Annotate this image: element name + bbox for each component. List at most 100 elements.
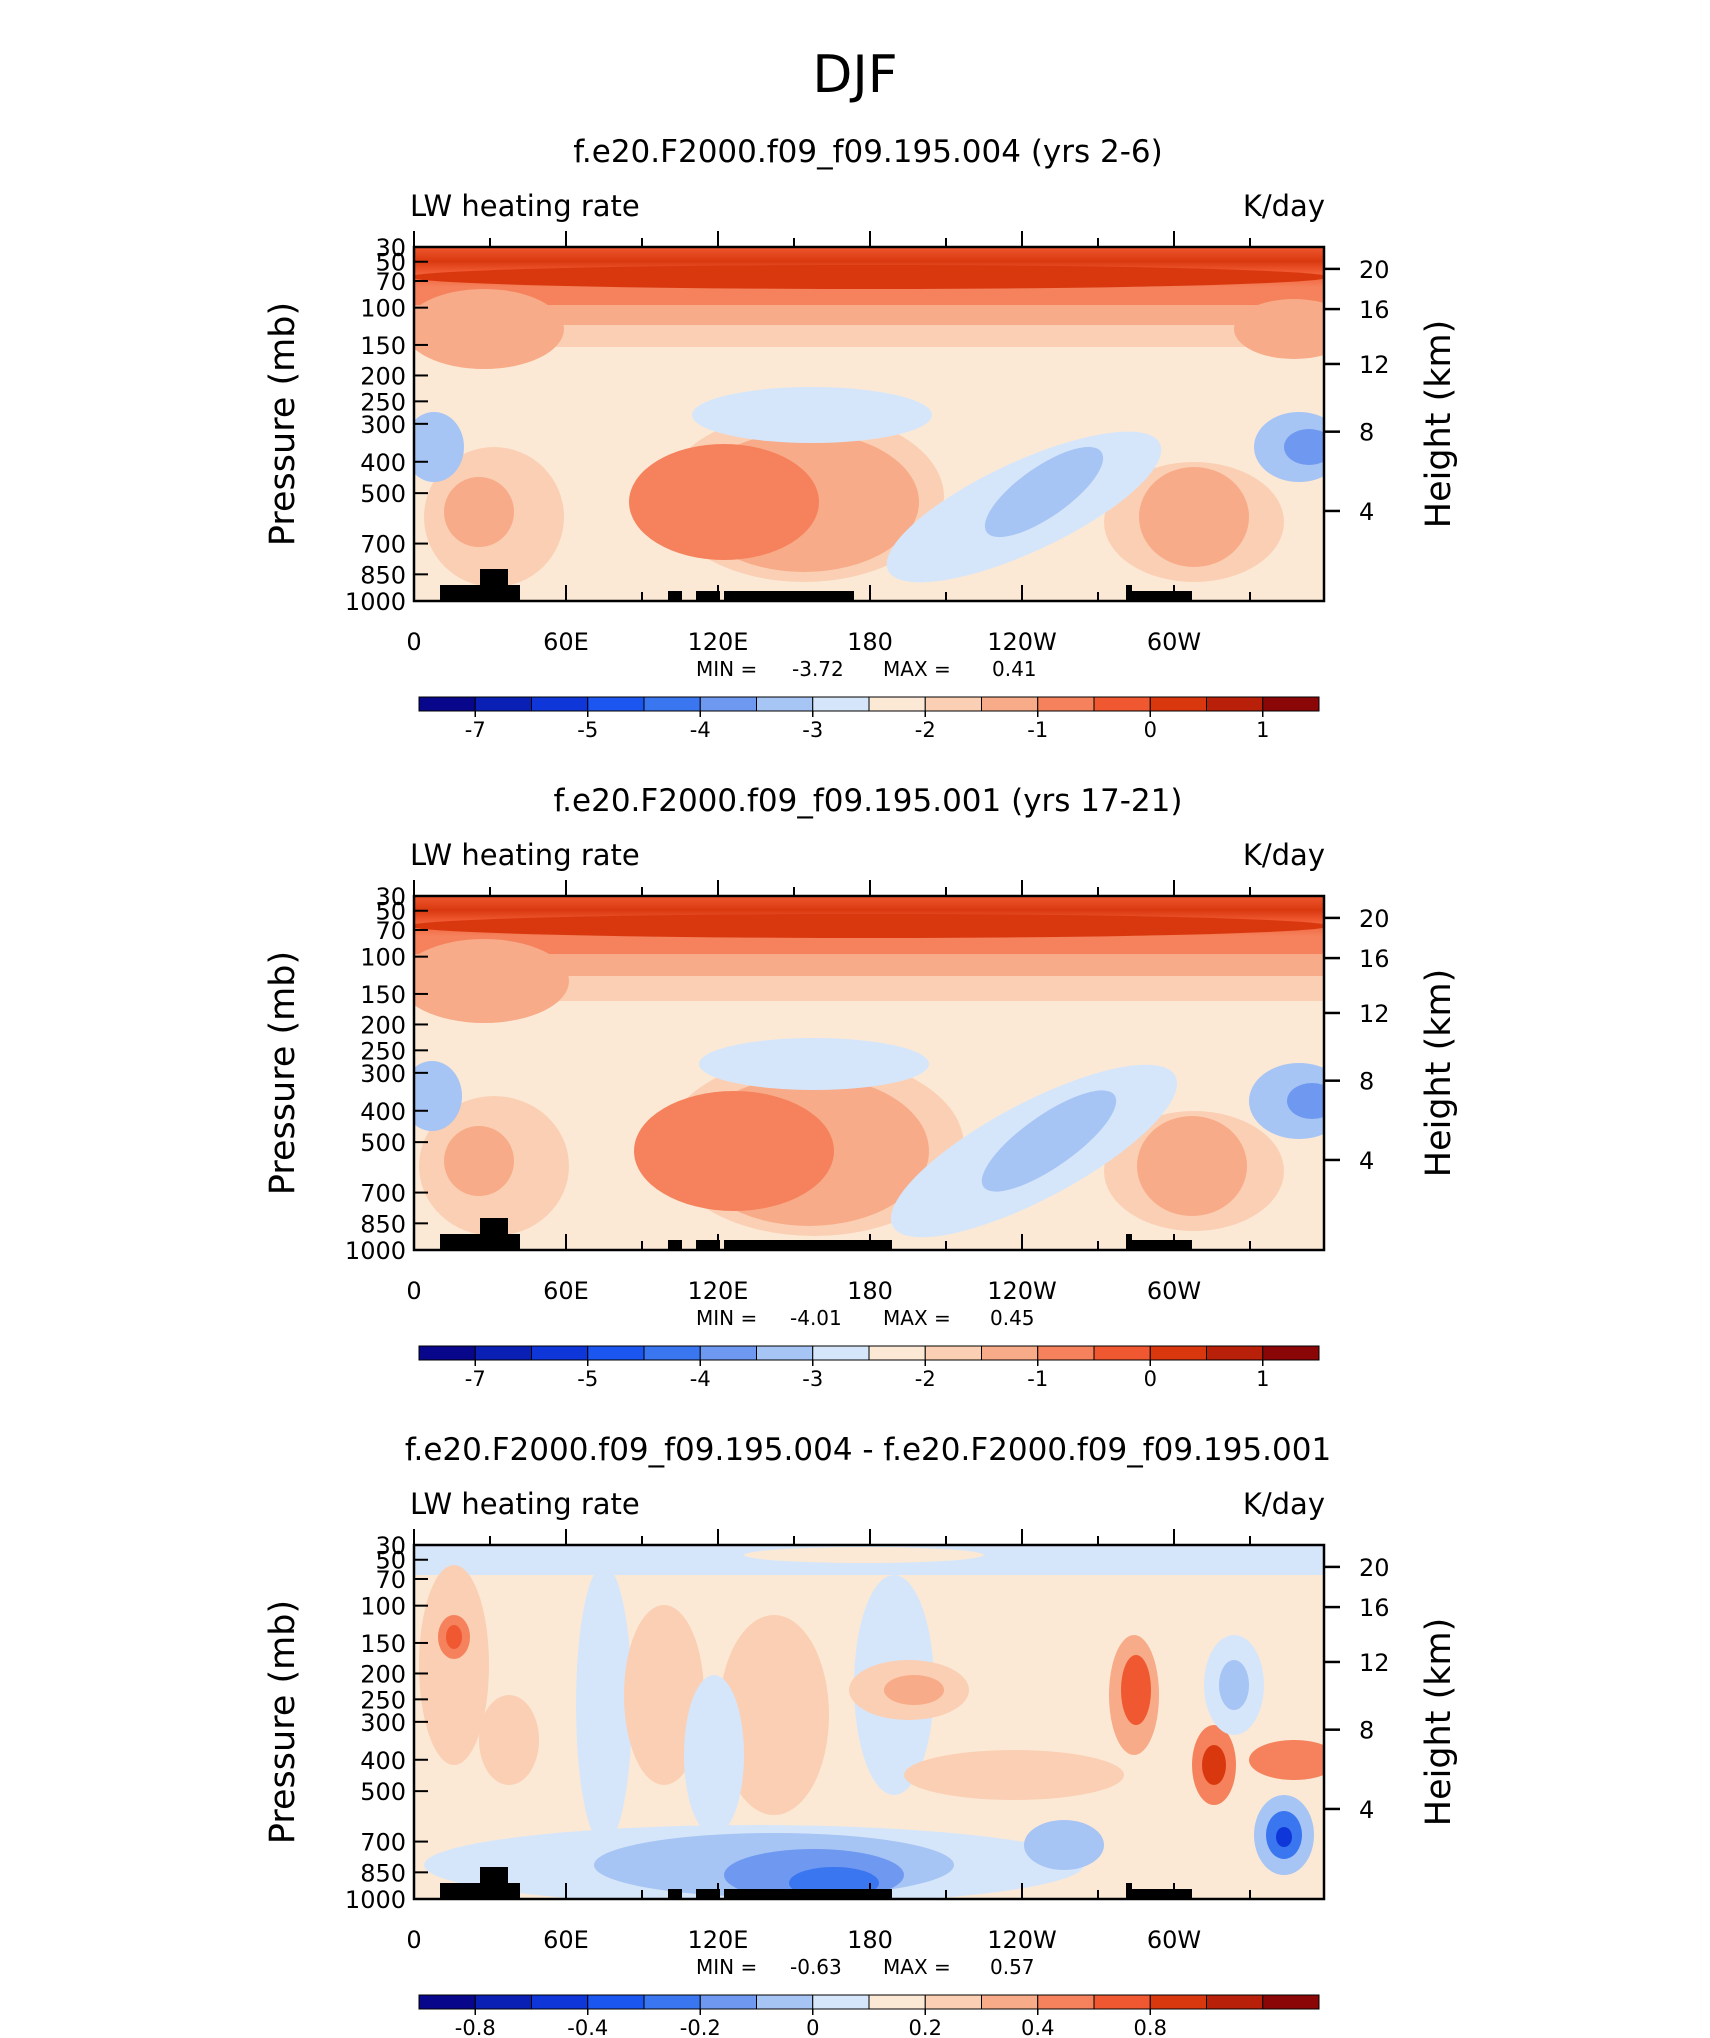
pressure-tick-label: 200: [360, 362, 406, 390]
panel-title: f.e20.F2000.f09_f09.195.001 (yrs 17-21): [554, 783, 1183, 819]
field-name-label: LW heating rate: [410, 189, 640, 223]
colorbar-label: -2: [915, 1367, 936, 1391]
lon-axis: 0 60E 120E 180 120W 60W: [406, 1529, 1251, 1954]
colorbar-swatch: [1149, 1994, 1207, 2010]
colorbar: -0.8 -0.4 -0.2 0 0.2 0.4 0.8: [418, 1994, 1320, 2038]
colorbar-swatch: [1206, 1345, 1264, 1361]
colorbar-swatch: [418, 1345, 476, 1361]
colorbar-label: -7: [465, 718, 486, 742]
colorbar-swatch: [812, 1345, 870, 1361]
colorbar: -7 -5 -4 -3 -2 -1 0 1: [418, 696, 1320, 742]
colorbar-label: 0: [1144, 718, 1157, 742]
height-tick-label: 20: [1359, 1554, 1390, 1582]
pressure-tick-label: 850: [360, 1859, 406, 1887]
lon-tick-label: 60W: [1147, 1926, 1201, 1954]
pressure-tick-label: 100: [360, 1593, 406, 1621]
lon-tick-label: 60E: [543, 628, 589, 656]
panel-1: f.e20.F2000.f09_f09.195.004 (yrs 2-6) LW…: [263, 134, 1459, 742]
colorbar-swatch: [643, 1994, 701, 2010]
pressure-tick-label: 250: [360, 1037, 406, 1065]
lon-tick-label: 0: [406, 1926, 421, 1954]
height-tick-label: 12: [1359, 1649, 1390, 1677]
max-value: 0.41: [992, 657, 1037, 681]
pressure-tick-label: 400: [360, 1098, 406, 1126]
pressure-tick-label: 30: [375, 1532, 406, 1560]
pressure-tick-label: 200: [360, 1660, 406, 1688]
height-tick-label: 16: [1359, 296, 1390, 324]
land-mask: [440, 569, 1192, 601]
colorbar-swatch: [418, 1994, 476, 2010]
lon-axis: 0 60E 120E 180 120W 60W: [406, 880, 1251, 1305]
pressure-tick-label: 250: [360, 388, 406, 416]
height-tick-label: 8: [1359, 1068, 1374, 1096]
panel-2: f.e20.F2000.f09_f09.195.001 (yrs 17-21) …: [263, 783, 1459, 1391]
colorbar-swatch: [924, 696, 982, 712]
pressure-tick-label: 850: [360, 1210, 406, 1238]
colorbar-swatch: [587, 696, 645, 712]
y-axis-right-label: Height (km): [1419, 320, 1459, 529]
max-label: MAX =: [883, 657, 951, 681]
units-label: K/day: [1243, 1487, 1325, 1521]
y-axis-label: Pressure (mb): [263, 302, 303, 546]
colorbar-swatch: [1206, 1994, 1264, 2010]
colorbar-swatch: [756, 1994, 814, 2010]
colorbar-swatch: [418, 696, 476, 712]
height-axis: 20 16 12 8 4: [1324, 905, 1390, 1175]
pressure-tick-label: 1000: [345, 588, 406, 616]
colorbar-swatch: [756, 696, 814, 712]
height-tick-label: 16: [1359, 945, 1390, 973]
colorbar-swatch: [1262, 1345, 1320, 1361]
pressure-tick-label: 30: [375, 234, 406, 262]
panel-3: f.e20.F2000.f09_f09.195.004 - f.e20.F200…: [263, 1432, 1459, 2038]
pressure-tick-label: 500: [360, 1129, 406, 1157]
colorbar-swatch: [1262, 1994, 1320, 2010]
colorbar-swatch: [924, 1345, 982, 1361]
colorbar-swatch: [587, 1994, 645, 2010]
panel-title: f.e20.F2000.f09_f09.195.004 - f.e20.F200…: [405, 1432, 1331, 1468]
y-axis-label: Pressure (mb): [263, 1600, 303, 1844]
lon-tick-label: 180: [847, 628, 893, 656]
lon-axis: 0 60E 120E 180 120W 60W: [406, 231, 1251, 656]
y-axis-label: Pressure (mb): [263, 951, 303, 1195]
pressure-tick-label: 70: [375, 917, 406, 945]
colorbar-swatch: [1037, 1345, 1095, 1361]
colorbar-swatch: [699, 1994, 757, 2010]
y-axis-right-label: Height (km): [1419, 969, 1459, 1178]
max-value: 0.45: [990, 1306, 1035, 1330]
units-label: K/day: [1243, 189, 1325, 223]
colorbar-swatch: [1149, 1345, 1207, 1361]
height-tick-label: 16: [1359, 1594, 1390, 1622]
max-label: MAX =: [883, 1955, 951, 1979]
page-title: DJF: [812, 45, 897, 105]
min-label: MIN =: [696, 1306, 757, 1330]
colorbar-swatch: [1149, 696, 1207, 712]
colorbar-label: -0.2: [680, 2016, 721, 2038]
contour-field: [414, 247, 1324, 601]
lon-tick-label: 0: [406, 628, 421, 656]
colorbar-swatch: [643, 1345, 701, 1361]
min-label: MIN =: [696, 657, 757, 681]
colorbar-label: 0.2: [909, 2016, 942, 2038]
colorbar-label: -3: [802, 718, 823, 742]
pressure-tick-label: 500: [360, 480, 406, 508]
colorbar-swatch: [1093, 696, 1151, 712]
colorbar-swatch: [868, 1994, 926, 2010]
y-axis-right-label: Height (km): [1419, 1618, 1459, 1827]
lon-tick-label: 60E: [543, 1277, 589, 1305]
colorbar-label: -3: [802, 1367, 823, 1391]
pressure-tick-label: 50: [375, 1547, 406, 1575]
pressure-tick-label: 1000: [345, 1237, 406, 1265]
colorbar-swatch: [981, 1994, 1039, 2010]
colorbar-swatch: [531, 1345, 589, 1361]
lon-tick-label: 120W: [987, 1277, 1057, 1305]
height-tick-label: 20: [1359, 905, 1390, 933]
pressure-tick-label: 30: [375, 883, 406, 911]
colorbar-label: 0.8: [1134, 2016, 1167, 2038]
contour-field: [414, 896, 1324, 1250]
colorbar-swatch: [587, 1345, 645, 1361]
pressure-tick-label: 400: [360, 1747, 406, 1775]
